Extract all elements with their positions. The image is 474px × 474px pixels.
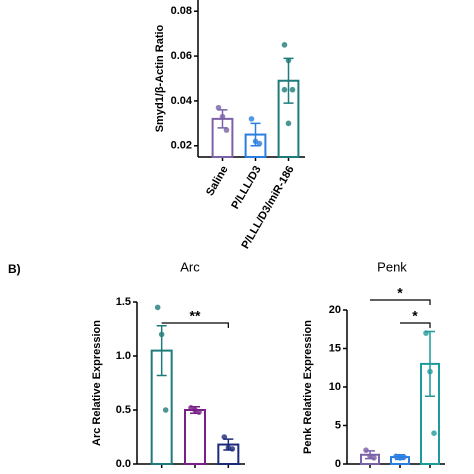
chart-title: Arc [180,259,200,274]
y-tick-label: 1.0 [116,350,131,362]
y-tick-label: 0.0 [116,458,131,470]
y-tick-label: 0.08 [171,5,192,17]
data-point [219,113,226,120]
data-point [281,86,288,93]
significance-label: * [397,285,403,301]
data-point [221,434,228,440]
data-point [248,116,255,122]
data-point [401,454,407,460]
y-tick-label: 15 [329,342,341,354]
data-point [196,409,202,415]
data-point [154,304,161,311]
y-tick-label: 10 [329,381,341,393]
data-point [229,446,236,452]
significance-bracket [161,322,229,328]
data-point [215,104,222,111]
data-point [285,57,292,64]
panel-label: B) [8,262,21,276]
significance-label: ** [190,308,201,324]
y-axis-label: Penk Relative Expression [302,320,314,454]
significance-bracket [370,299,431,305]
data-point [285,120,292,127]
y-tick-label: 0 [335,458,341,470]
data-point [423,330,429,336]
significance-bracket [400,322,431,328]
y-tick-label: 0.5 [116,404,131,416]
data-point [431,430,437,437]
bar [184,409,206,465]
y-tick-label: 1.5 [116,296,131,308]
data-point [363,447,369,453]
data-point [162,407,169,413]
x-tick-label: Saline [204,164,231,198]
x-tick-label: P/LLL/D3 [229,164,263,211]
y-tick-label: 0.02 [171,140,192,152]
y-tick-label: 0.06 [171,50,192,62]
y-tick-label: 5 [335,419,341,431]
y-axis-label: Smyd1/β-Actin Ratio [154,24,166,132]
data-point [256,140,263,147]
y-axis-label: Arc Relative Expression [91,320,103,446]
significance-label: * [412,308,418,324]
data-point [158,331,165,338]
data-point [289,86,296,93]
y-tick-label: 20 [329,304,341,316]
data-point [281,42,288,48]
y-tick-label: 0.04 [171,95,193,107]
data-point [371,455,377,461]
data-point [223,127,230,133]
data-point [427,368,433,375]
chart-title: Penk [377,259,407,274]
